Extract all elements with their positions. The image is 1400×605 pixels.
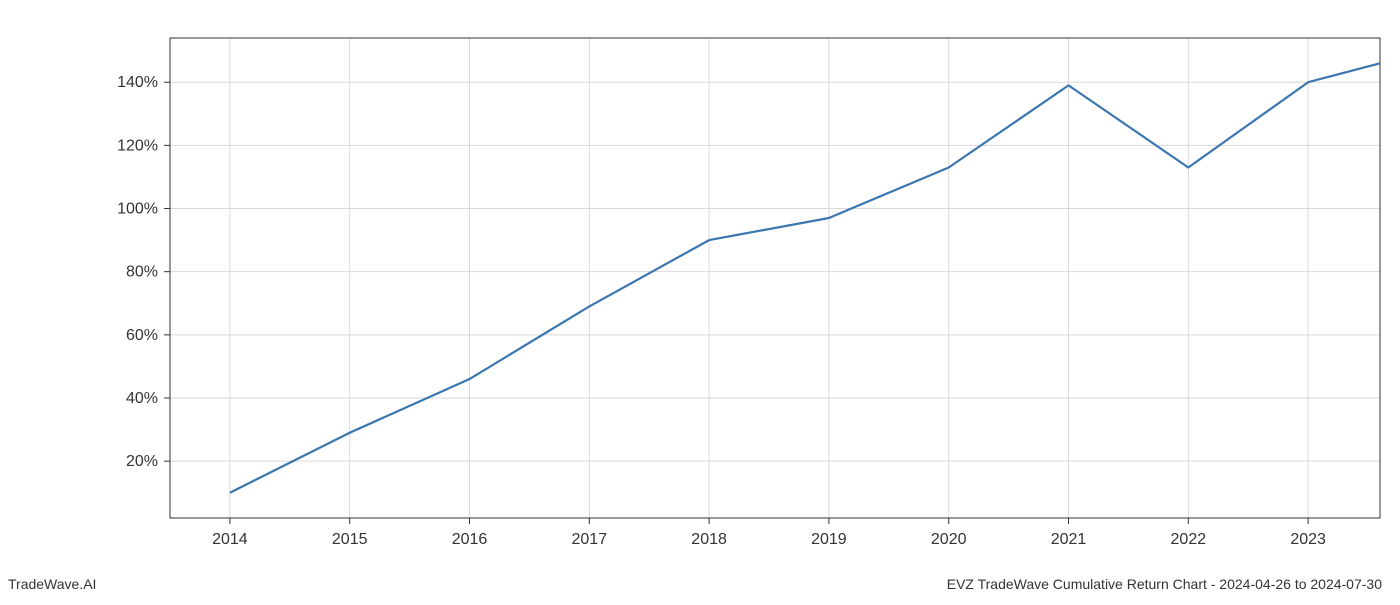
x-tick-label: 2015 — [332, 531, 368, 548]
x-tick-label: 2021 — [1051, 531, 1087, 548]
x-tick-label: 2017 — [572, 531, 608, 548]
footer-right-label: EVZ TradeWave Cumulative Return Chart - … — [947, 576, 1382, 592]
y-tick-label: 40% — [126, 390, 158, 407]
y-tick-label: 100% — [117, 201, 158, 218]
y-tick-label: 60% — [126, 327, 158, 344]
line-chart: 2014 2015 2016 2017 2018 2019 2020 2021 2022 2023… — [0, 0, 1400, 600]
y-tick-label: 120% — [117, 137, 158, 154]
x-tick-label: 2014 — [212, 531, 248, 548]
x-tick-label: 2016 — [452, 531, 488, 548]
y-tick-label: 80% — [126, 264, 158, 281]
y-tick-label: 140% — [117, 74, 158, 91]
y-tick-label: 20% — [126, 453, 158, 470]
x-tick-label: 2022 — [1171, 531, 1207, 548]
x-tick-label: 2018 — [691, 531, 727, 548]
x-tick-label: 2023 — [1290, 531, 1326, 548]
footer-left-label: TradeWave.AI — [8, 576, 96, 592]
chart-container: 2014 2015 2016 2017 2018 2019 2020 2021 2022 2023… — [0, 0, 1400, 600]
x-tick-label: 2020 — [931, 531, 967, 548]
x-tick-label: 2019 — [811, 531, 847, 548]
